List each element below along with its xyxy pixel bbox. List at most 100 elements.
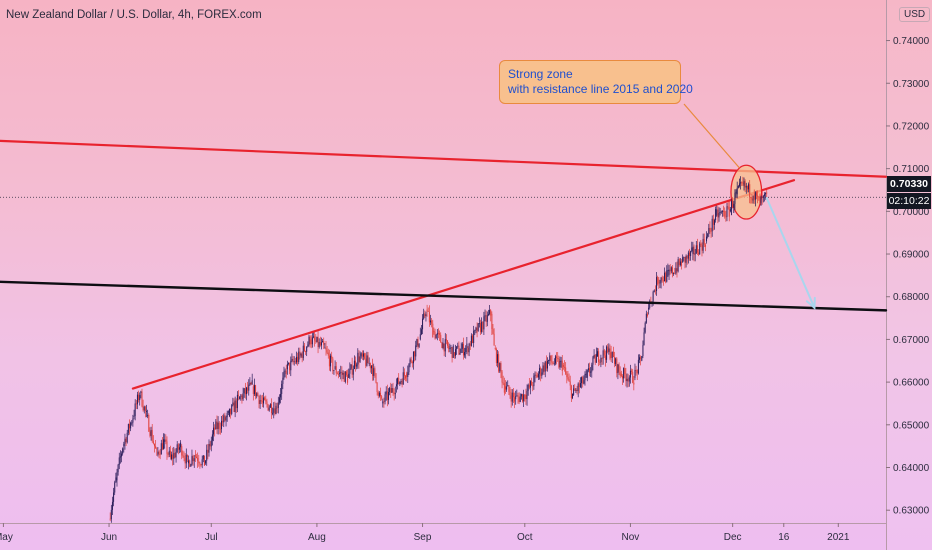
candle-body-300 — [450, 347, 452, 349]
zone-candle-body-557 — [742, 182, 744, 184]
zone-candle-body-573 — [760, 196, 762, 203]
candle-body-14 — [125, 438, 127, 443]
candle-body-380 — [541, 372, 543, 376]
x-tick-label-3: Aug — [308, 532, 326, 543]
candle-body-523 — [703, 239, 705, 245]
candle-body-324 — [477, 323, 479, 331]
candle-body-5 — [115, 477, 117, 483]
candle-body-308 — [459, 352, 461, 355]
bar-countdown-label: 02:10:22 — [887, 193, 931, 209]
candle-body-58 — [175, 451, 177, 458]
candle-body-381 — [542, 365, 544, 373]
candle-body-318 — [470, 335, 472, 346]
candle-body-303 — [453, 352, 455, 356]
zone-candle-body-556 — [741, 182, 743, 184]
candle-body-397 — [560, 360, 562, 362]
candle-body-415 — [581, 377, 583, 384]
annotation-callout[interactable]: Strong zone with resistance line 2015 an… — [499, 60, 693, 104]
candle-body-267 — [412, 351, 414, 364]
candle-body-500 — [677, 259, 679, 272]
candle-body-169 — [301, 353, 303, 358]
candle-body-123 — [249, 382, 251, 385]
candle-body-403 — [567, 377, 569, 380]
candle-body-499 — [676, 268, 678, 272]
candle-body-473 — [646, 313, 648, 316]
candle-body-280 — [427, 311, 429, 312]
candle-body-48 — [164, 439, 166, 442]
candle-body-55 — [172, 454, 174, 459]
candle-body-400 — [564, 366, 566, 368]
candle-body-191 — [326, 349, 328, 353]
candle-body-305 — [456, 346, 458, 350]
candle-body-454 — [625, 374, 627, 382]
candle-body-181 — [315, 340, 317, 342]
zone-candle-body-554 — [738, 183, 740, 187]
candle-body-386 — [548, 359, 550, 361]
candle-body-23 — [135, 403, 137, 405]
candle-body-87 — [208, 443, 210, 453]
candle-body-468 — [641, 356, 643, 361]
candle-body-249 — [392, 388, 394, 393]
candle-body-259 — [403, 372, 405, 376]
candle-body-383 — [544, 361, 546, 372]
candle-body-392 — [554, 356, 556, 364]
candle-body-208 — [345, 371, 347, 375]
candle-body-93 — [215, 421, 217, 430]
candle-body-43 — [158, 451, 160, 455]
candle-body-100 — [223, 415, 225, 423]
chart-title: New Zealand Dollar / U.S. Dollar, 4h, FO… — [6, 9, 262, 21]
candle-body-119 — [244, 388, 246, 395]
candle-body-402 — [566, 373, 568, 378]
candle-body-531 — [712, 218, 714, 225]
candle-body-146 — [275, 405, 277, 415]
candle-body-264 — [409, 359, 411, 365]
candle-body-432 — [600, 357, 602, 363]
candle-body-401 — [565, 367, 567, 374]
candle-body-98 — [221, 420, 222, 430]
candle-body-25 — [138, 394, 140, 401]
candle-body-36 — [150, 430, 152, 436]
candle-body-79 — [199, 463, 201, 465]
candle-body-461 — [633, 382, 635, 385]
candle-body-434 — [602, 350, 604, 359]
candle-body-154 — [284, 370, 286, 372]
candle-body-142 — [270, 404, 272, 414]
candle-body-326 — [479, 323, 481, 332]
candle-body-412 — [577, 383, 579, 392]
candle-body-457 — [628, 377, 630, 382]
candle-body-237 — [378, 392, 380, 396]
candle-body-127 — [253, 385, 255, 395]
candle-body-183 — [317, 336, 319, 348]
candle-body-171 — [303, 345, 305, 351]
currency-badge[interactable]: USD — [899, 7, 931, 22]
candle-body-213 — [351, 364, 353, 375]
candle-body-242 — [384, 394, 386, 402]
candle-body-385 — [547, 360, 549, 369]
candle-body-45 — [160, 443, 162, 455]
candle-body-407 — [571, 393, 573, 399]
candle-body-82 — [202, 455, 204, 460]
candle-body-439 — [608, 348, 610, 352]
candle-body-216 — [355, 360, 357, 367]
candle-body-524 — [704, 244, 706, 247]
candle-body-536 — [718, 213, 720, 218]
candle-body-374 — [534, 374, 536, 376]
candle-body-217 — [356, 364, 358, 367]
candle-body-529 — [710, 231, 712, 233]
candle-body-481 — [656, 277, 658, 291]
candle-body-262 — [407, 372, 409, 377]
candle-body-460 — [632, 371, 634, 383]
candle-body-492 — [668, 269, 670, 276]
candle-body-189 — [324, 347, 326, 349]
candle-body-261 — [406, 373, 408, 377]
candle-body-331 — [485, 315, 487, 322]
candle-body-474 — [648, 307, 650, 310]
annotation-line-2: with resistance line 2015 and 2020 — [508, 82, 693, 96]
candle-body-65 — [183, 455, 185, 459]
candle-body-539 — [721, 211, 723, 212]
candle-body-164 — [295, 356, 297, 363]
candle-body-228 — [368, 363, 370, 364]
candle-body-121 — [247, 387, 249, 391]
candle-body-467 — [640, 357, 642, 359]
